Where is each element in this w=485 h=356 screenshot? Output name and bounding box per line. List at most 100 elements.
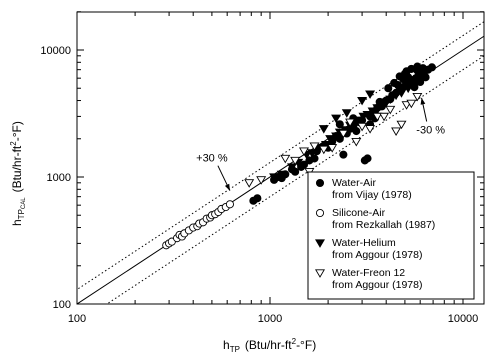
data-point <box>352 127 361 136</box>
data-point <box>338 129 349 139</box>
y-axis-title-unit-end: -°F) <box>10 121 24 141</box>
data-point <box>365 90 376 99</box>
data-point <box>409 80 420 89</box>
data-point <box>403 84 414 94</box>
data-point <box>372 112 383 122</box>
legend-marker <box>315 208 325 218</box>
x-axis-title-unit: (Btu/hr-ft <box>245 338 292 352</box>
x-axis-title-sup: 2 <box>292 337 297 346</box>
data-point <box>413 66 422 75</box>
y-tick-label: 100 <box>53 299 71 311</box>
data-point <box>406 99 417 109</box>
legend-label: Water-Freon 12 <box>332 267 405 279</box>
data-point <box>372 104 383 113</box>
x-tick-label: 100 <box>68 313 86 325</box>
data-point <box>280 154 291 164</box>
x-axis-title: hTP (Btu/hr-ft2-°F) <box>223 337 316 354</box>
data-point <box>357 96 368 106</box>
annotation-arrowhead <box>420 97 426 105</box>
data-point <box>365 125 376 134</box>
y-axis-title-sup: 2 <box>9 141 18 146</box>
data-point <box>253 194 262 203</box>
legend-marker <box>315 178 325 188</box>
data-point <box>331 132 342 141</box>
data-point <box>327 144 338 153</box>
data-point <box>276 170 287 180</box>
data-point <box>256 176 267 185</box>
data-point <box>427 63 436 72</box>
legend-source: from Aggour (1978) <box>332 249 422 261</box>
data-point <box>298 147 309 156</box>
data-points <box>162 62 436 250</box>
legend-label: Water-Air <box>332 177 376 189</box>
annotation-label: +30 % <box>196 153 228 165</box>
data-point <box>351 137 362 147</box>
data-point <box>225 200 234 209</box>
y-axis-title-sub: TP <box>17 209 26 219</box>
legend-marker <box>315 269 325 278</box>
data-point <box>391 91 402 101</box>
annotations: +30 % -30 % <box>196 97 445 191</box>
data-point <box>290 156 301 166</box>
y-tick-label: 10000 <box>40 45 71 57</box>
data-point <box>362 110 373 120</box>
data-point <box>396 89 407 98</box>
legend-label: Silicone-Air <box>332 207 386 219</box>
data-point <box>396 120 407 130</box>
data-point <box>341 109 352 118</box>
data-point <box>331 114 342 124</box>
reference-line <box>77 21 484 291</box>
x-tick-label: 10000 <box>448 313 479 325</box>
legend-source: from Aggour (1978) <box>332 279 422 291</box>
data-point <box>393 80 402 90</box>
data-point <box>357 122 368 132</box>
data-point <box>310 154 319 163</box>
data-point <box>306 149 317 158</box>
data-point <box>384 84 393 93</box>
y-tick-label: 1000 <box>47 172 71 184</box>
data-point <box>354 116 365 126</box>
x-axis-title-main: h <box>223 338 230 352</box>
data-point <box>404 73 413 82</box>
data-point <box>287 163 297 172</box>
data-point <box>299 160 309 169</box>
data-point <box>376 101 387 110</box>
data-point <box>244 179 255 188</box>
y-axis-title-unit: (Btu/hr-ft <box>10 145 24 192</box>
annotation-arrowhead <box>224 183 230 191</box>
data-point <box>309 142 320 152</box>
y-axis-title-subsub: CAL <box>21 197 27 209</box>
data-point <box>391 127 402 136</box>
data-point <box>367 107 378 117</box>
data-point <box>412 92 423 102</box>
x-tick-label: 1000 <box>258 313 282 325</box>
x-axis-title-sub: TP <box>230 345 240 354</box>
data-point <box>345 118 356 128</box>
data-point <box>318 145 329 155</box>
legend-box <box>307 171 475 300</box>
data-point <box>379 112 390 122</box>
legend-source: from Vijay (1978) <box>332 189 412 201</box>
data-point <box>349 120 360 130</box>
data-point <box>385 95 396 105</box>
x-axis-title-unit-end: -°F) <box>296 338 316 352</box>
data-point <box>363 154 372 163</box>
y-axis: 100 1000 10000 <box>40 11 484 311</box>
x-axis: 100 1000 10000 <box>68 12 478 325</box>
legend-source: from Rezkallah (1987) <box>332 219 435 231</box>
legend-label: Water-Helium <box>332 237 396 249</box>
data-point <box>335 120 344 129</box>
legend-marker <box>315 239 325 248</box>
data-point <box>339 150 348 159</box>
data-point <box>385 105 396 115</box>
data-point <box>318 125 329 134</box>
data-point <box>415 76 426 85</box>
data-point <box>325 135 336 144</box>
annotation-label: -30 % <box>416 125 445 137</box>
y-axis-title-main: h <box>10 219 24 226</box>
data-point <box>291 167 300 176</box>
reference-line <box>105 55 484 304</box>
data-point <box>269 173 280 182</box>
